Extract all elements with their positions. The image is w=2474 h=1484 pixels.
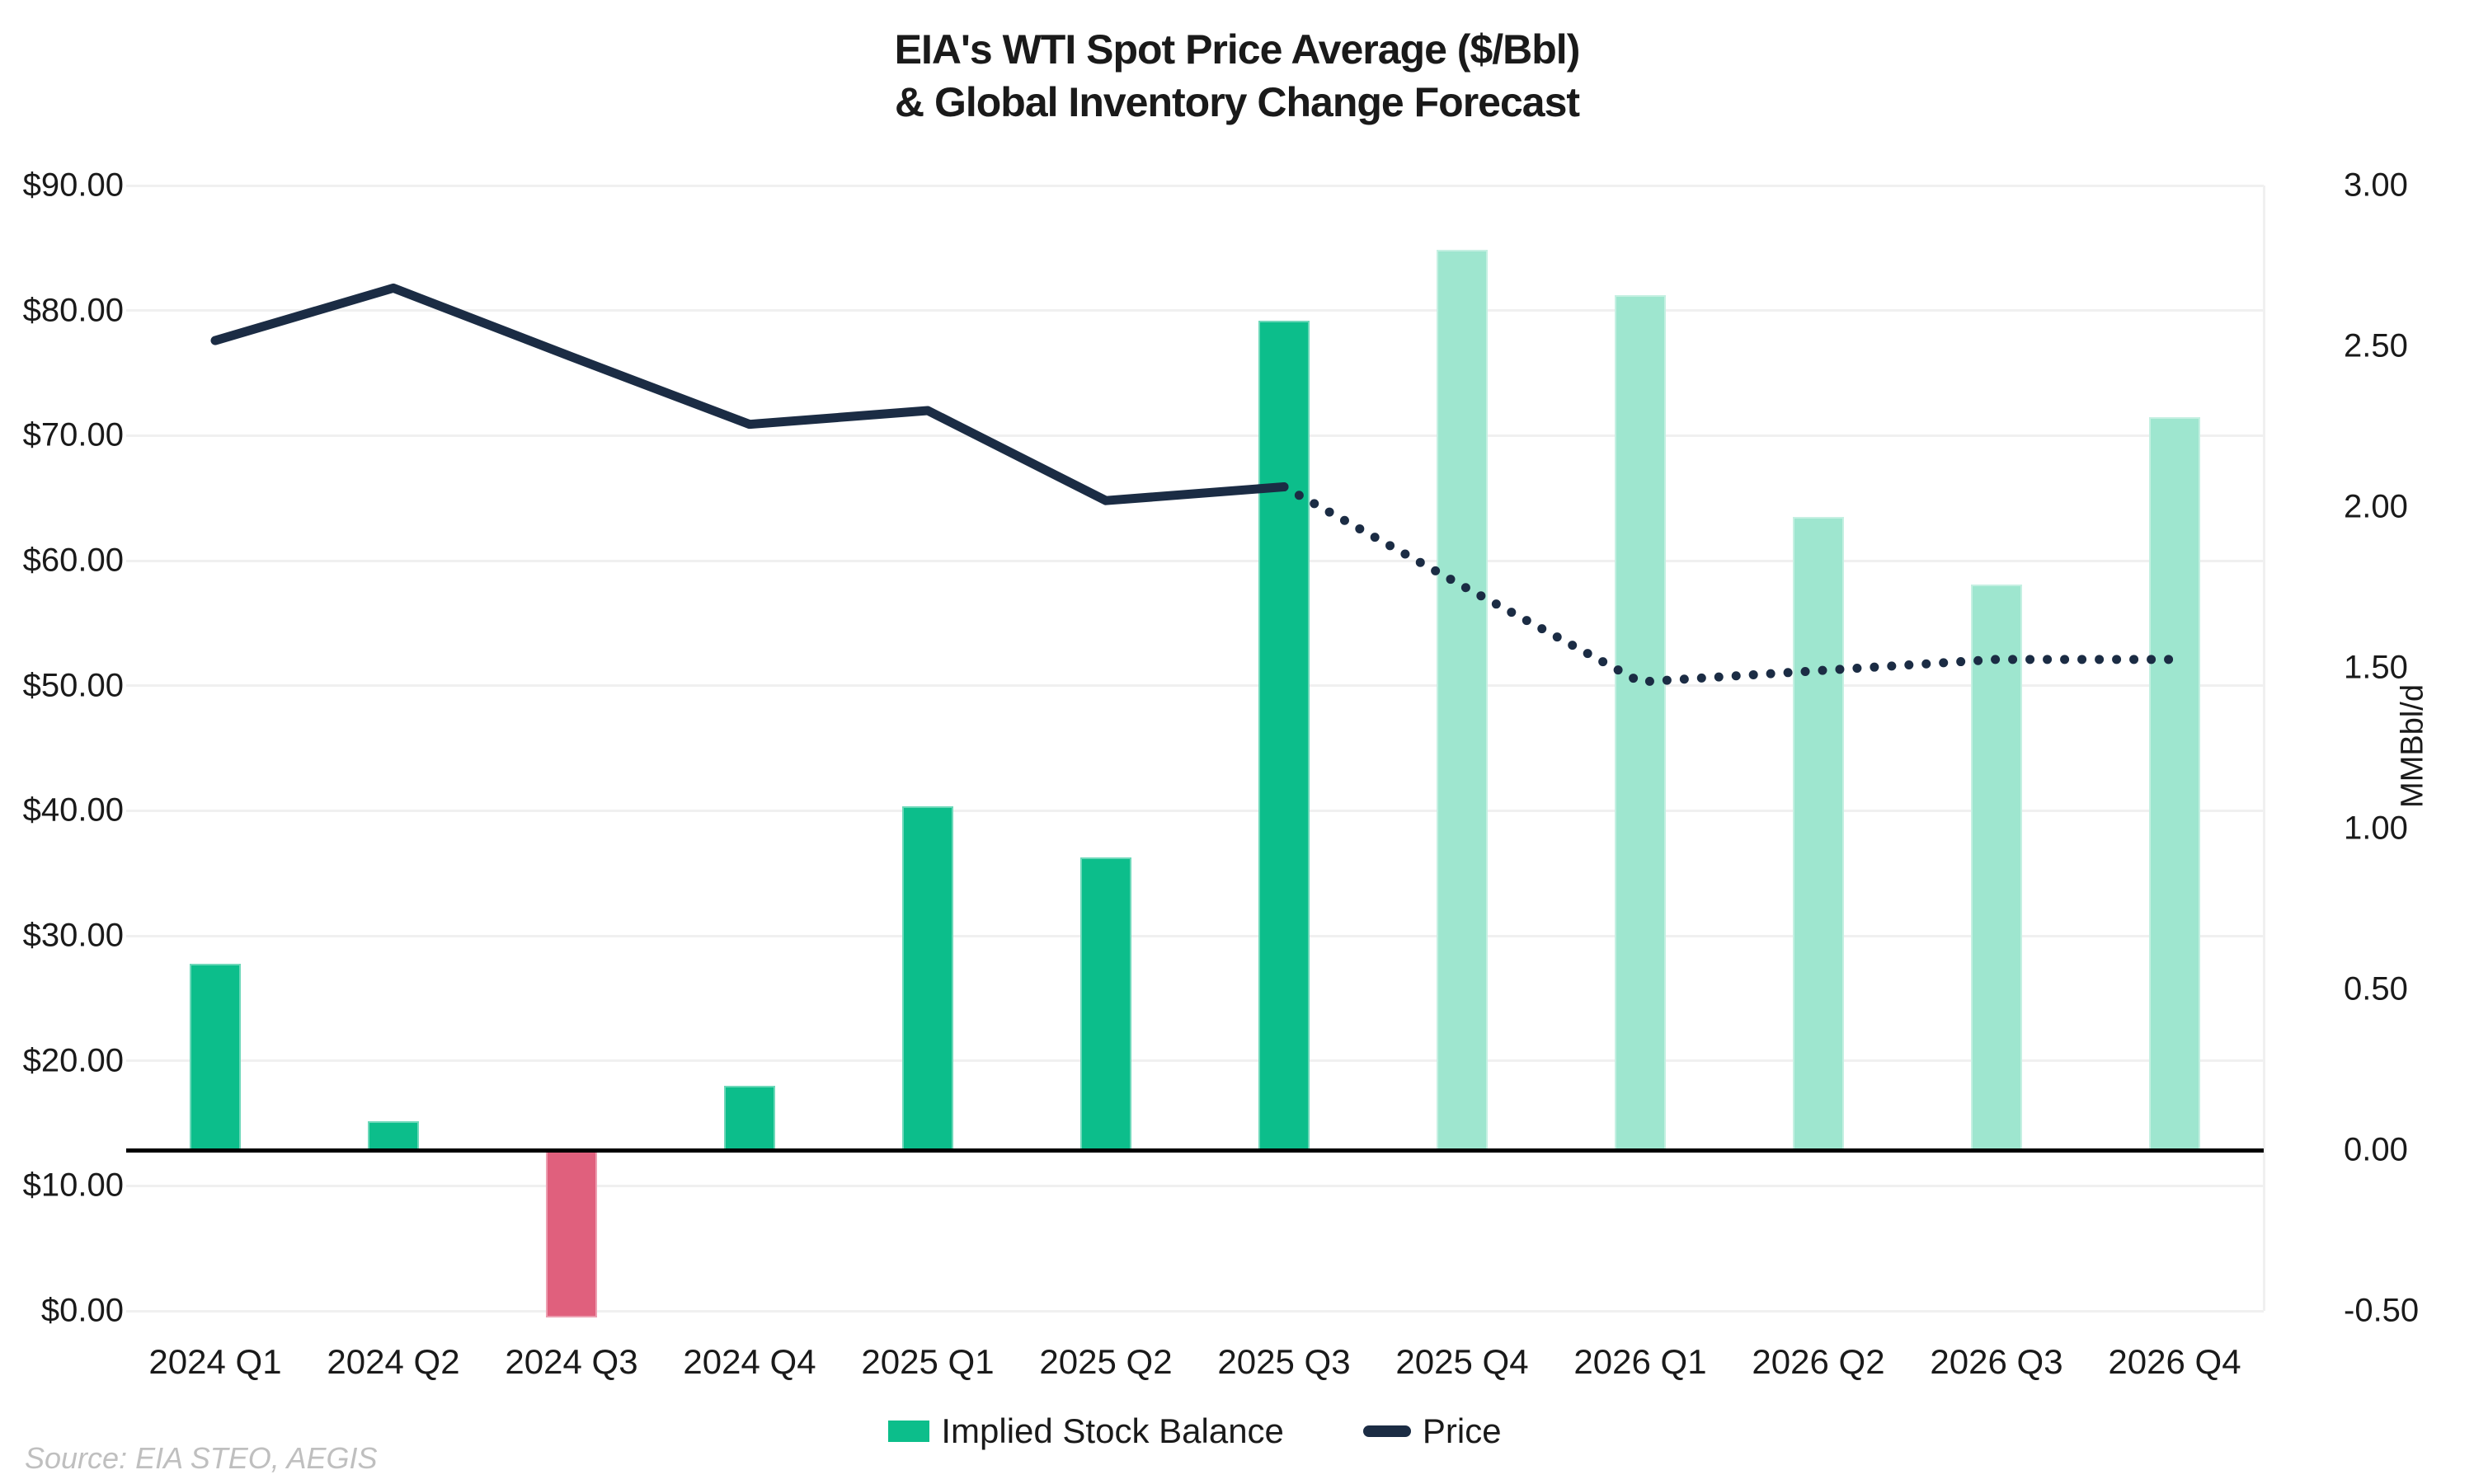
gridline-vertical	[2262, 186, 2265, 1311]
gridline-horizontal	[126, 434, 2264, 437]
x-axis-category-label: 2026 Q2	[1752, 1342, 1885, 1381]
legend-label-price: Price	[1422, 1411, 1502, 1450]
right-axis-tick-label: 2.50	[2344, 327, 2408, 364]
zero-baseline	[126, 1148, 2264, 1153]
price-line-dotted-forecast	[1279, 482, 2180, 687]
stock-balance-bar	[190, 963, 241, 1150]
source-note: Source: EIA STEO, AEGIS	[25, 1441, 378, 1475]
left-axis-tick-label: $10.00	[22, 1167, 124, 1204]
stock-balance-bar	[546, 1150, 597, 1317]
right-axis-tick-label: -0.50	[2344, 1292, 2420, 1329]
left-axis-tick-label: $20.00	[22, 1042, 124, 1079]
stock-balance-bar	[724, 1086, 775, 1150]
x-axis-category-label: 2024 Q1	[148, 1342, 282, 1381]
gridline-horizontal	[126, 684, 2264, 688]
left-axis-tick-label: $90.00	[22, 167, 124, 204]
legend-label-stock-balance: Implied Stock Balance	[941, 1411, 1284, 1450]
left-axis-tick-label: $40.00	[22, 791, 124, 829]
price-line-solid	[210, 283, 1289, 505]
left-axis-tick-label: $30.00	[22, 917, 124, 954]
right-axis-tick-label: 1.00	[2344, 810, 2408, 847]
right-axis-tick-label: 0.50	[2344, 970, 2408, 1007]
x-axis-category-label: 2025 Q4	[1395, 1342, 1529, 1381]
legend: Implied Stock Balance Price	[126, 1408, 2264, 1454]
x-axis-category-label: 2026 Q1	[1573, 1342, 1707, 1381]
gridline-horizontal	[126, 1184, 2264, 1187]
stock-balance-bar	[1080, 857, 1131, 1150]
left-axis-tick-label: $70.00	[22, 416, 124, 453]
x-axis-category-label: 2024 Q3	[505, 1342, 638, 1381]
x-axis-category-label: 2024 Q2	[327, 1342, 460, 1381]
gridline-horizontal	[126, 309, 2264, 312]
stock-balance-bar	[2149, 416, 2200, 1150]
right-axis-tick-label: 0.00	[2344, 1131, 2408, 1168]
gridline-horizontal	[126, 809, 2264, 812]
left-axis-tick-label: $0.00	[40, 1292, 124, 1329]
x-axis-category-label: 2025 Q2	[1039, 1342, 1173, 1381]
stock-balance-bar	[902, 805, 953, 1150]
legend-item-price: Price	[1362, 1411, 1502, 1451]
stock-balance-bar	[368, 1120, 419, 1150]
x-axis-category-label: 2025 Q3	[1217, 1342, 1351, 1381]
x-axis-category-label: 2026 Q3	[1930, 1342, 2063, 1381]
x-axis-category-label: 2026 Q4	[2108, 1342, 2241, 1381]
left-axis-tick-label: $80.00	[22, 292, 124, 329]
right-axis-tick-label: 3.00	[2344, 167, 2408, 204]
left-axis-tick-label: $50.00	[22, 667, 124, 704]
x-axis-category-label: 2025 Q1	[861, 1342, 995, 1381]
stock-balance-swatch-icon	[888, 1421, 930, 1442]
stock-balance-bar	[1793, 516, 1844, 1150]
chart-title: EIA's WTI Spot Price Average ($/Bbl) & G…	[0, 23, 2474, 129]
right-axis-tick-label: 2.00	[2344, 488, 2408, 525]
right-axis-title: MMBbl/d	[2395, 684, 2430, 808]
left-axis-tick-label: $60.00	[22, 542, 124, 579]
x-axis-category-label: 2024 Q4	[683, 1342, 816, 1381]
gridline-horizontal	[126, 1059, 2264, 1063]
stock-balance-bar	[1971, 584, 2022, 1150]
gridline-horizontal	[126, 184, 2264, 187]
chart-title-line1: EIA's WTI Spot Price Average ($/Bbl)	[894, 26, 1581, 73]
legend-item-stock-balance: Implied Stock Balance	[888, 1411, 1284, 1451]
price-line-swatch-icon	[1362, 1425, 1411, 1437]
gridline-horizontal	[126, 934, 2264, 937]
chart-title-line2: & Global Inventory Change Forecast	[894, 79, 1580, 125]
stock-balance-bar	[1437, 250, 1488, 1150]
right-axis-tick-label: 1.50	[2344, 649, 2408, 686]
stock-balance-bar	[1258, 320, 1310, 1150]
stock-balance-bar	[1615, 294, 1666, 1150]
gridline-horizontal	[126, 559, 2264, 562]
gridline-horizontal	[126, 1309, 2264, 1313]
